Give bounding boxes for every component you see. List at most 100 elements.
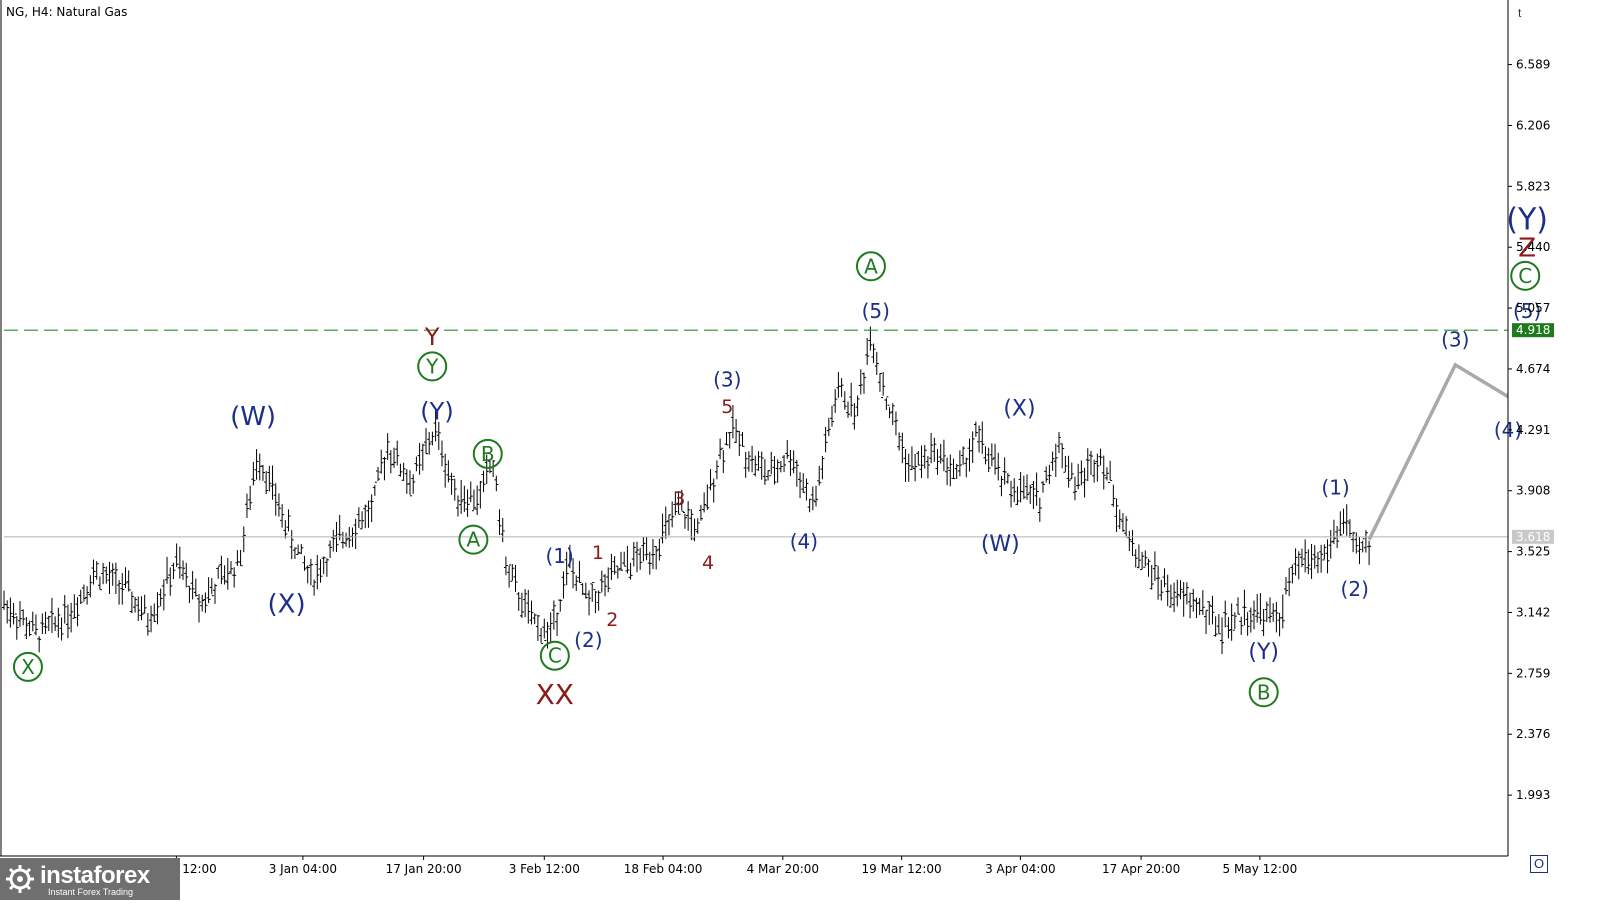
trade-icon[interactable]: t [1518, 6, 1522, 20]
price-bar [232, 567, 237, 588]
price-bar [631, 541, 636, 567]
price-bar [1287, 567, 1292, 597]
price-bar [59, 617, 64, 641]
wave-label: (X) [1003, 397, 1035, 422]
wave-label-circled: B [472, 438, 503, 469]
price-bar [449, 472, 454, 495]
price-bar [788, 449, 793, 476]
price-bar [369, 494, 374, 523]
price-bar [1232, 612, 1237, 631]
price-bar [1283, 577, 1288, 595]
price-bar [900, 432, 905, 464]
price-bar [762, 459, 767, 485]
price-bar [935, 448, 940, 475]
price-bar [1204, 609, 1209, 635]
price-bar [69, 602, 74, 633]
price-bar [619, 551, 624, 571]
wave-label: XX [536, 678, 574, 711]
price-bar [1290, 564, 1295, 584]
price-bar [759, 451, 764, 480]
price-bar [75, 597, 80, 627]
price-bar [807, 498, 812, 513]
price-bar [53, 616, 58, 631]
wave-label-circle [458, 524, 489, 555]
price-bar [257, 453, 262, 481]
price-bar [1072, 476, 1077, 501]
price-bar [1060, 443, 1065, 469]
price-bar [344, 532, 349, 547]
price-bar [81, 584, 86, 602]
price-bar [181, 560, 186, 580]
price-bar [986, 447, 991, 472]
price-bar [1079, 460, 1084, 486]
price-bar [17, 601, 22, 627]
price-bar [1267, 597, 1272, 623]
price-bar [337, 514, 342, 541]
price-bar [650, 539, 655, 570]
price-bar [219, 555, 224, 585]
wave-label-text: B [1257, 680, 1271, 704]
price-bar [798, 472, 803, 499]
price-bar [724, 431, 729, 446]
price-bar [1111, 484, 1116, 507]
one-click-button[interactable]: O [1530, 855, 1548, 873]
price-bar [24, 616, 29, 640]
price-bar [1012, 478, 1017, 503]
price-bar [296, 544, 301, 555]
price-bar [740, 432, 745, 447]
wave-label-circled: A [458, 524, 489, 555]
price-bar [941, 439, 946, 472]
price-bar [1175, 579, 1180, 607]
wave-label: (Y) [1248, 640, 1279, 665]
price-bar [40, 613, 45, 634]
chart-title: NG, H4: Natural Gas [6, 5, 128, 19]
price-bar [1076, 463, 1081, 490]
price-bar [989, 443, 994, 467]
price-bar [1088, 450, 1093, 476]
price-bar [420, 443, 425, 471]
price-bar [468, 481, 473, 503]
price-bar [516, 592, 521, 611]
price-bar [97, 576, 102, 591]
price-bar [360, 511, 365, 530]
price-bar [606, 567, 611, 593]
wave-label: (3) [1441, 328, 1469, 352]
price-bar [398, 463, 403, 477]
price-bar [494, 475, 499, 492]
price-bar [136, 596, 141, 621]
price-bar [30, 611, 35, 632]
y-tick-label: 2.376 [1516, 727, 1550, 741]
price-bar [1226, 616, 1231, 639]
price-bar [1066, 455, 1071, 488]
price-bar [165, 556, 170, 584]
price-bar [612, 555, 617, 575]
price-bar [1002, 457, 1007, 485]
price-bar [251, 461, 256, 486]
price-bar [117, 580, 122, 605]
price-bar [817, 465, 822, 486]
price-bar [328, 540, 333, 559]
price-bar [852, 403, 857, 430]
y-tick-label: 5.057 [1516, 301, 1550, 315]
wave-label-text: B [481, 442, 495, 466]
price-bar [871, 343, 876, 364]
price-bar [593, 589, 598, 614]
price-bar [1258, 593, 1263, 625]
price-bar [753, 455, 758, 477]
price-bar [1229, 603, 1234, 641]
price-bar [209, 577, 214, 597]
price-bar [708, 468, 713, 491]
price-bar [925, 456, 930, 479]
wave-label: (Y) [420, 398, 453, 426]
price-bar [439, 440, 444, 467]
current-price-tag [1512, 529, 1554, 544]
price-bar [177, 546, 182, 579]
wave-label: 3 [673, 488, 685, 510]
price-bar [11, 603, 16, 625]
price-bar [37, 636, 42, 653]
price-bar [427, 432, 432, 455]
price-bar [823, 427, 828, 453]
price-bar [123, 567, 128, 588]
